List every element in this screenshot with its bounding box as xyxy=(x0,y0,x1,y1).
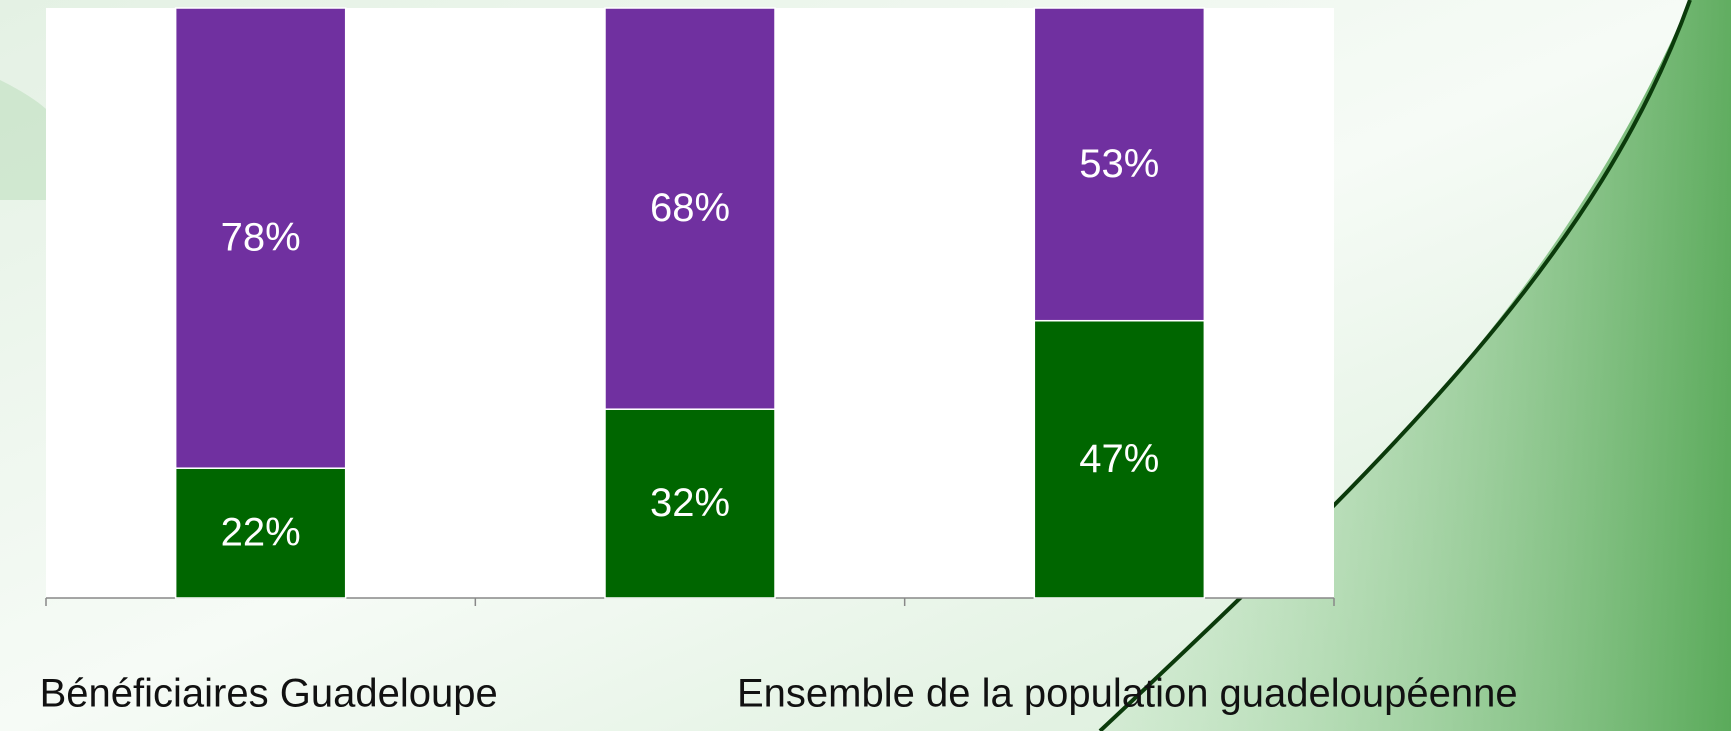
x-tick-label: Ensemble de la population guadeloupéenne xyxy=(737,672,1518,716)
chart: 22% 78% Bénéficiaires Guadeloupe 32% 68% 47% 5… xyxy=(0,0,1731,731)
data-label: 47% xyxy=(1079,437,1159,481)
data-label: 53% xyxy=(1079,142,1159,186)
page: 22% 78% Bénéficiaires Guadeloupe 32% 68% 47% 5… xyxy=(0,0,1731,731)
data-label: 32% xyxy=(650,481,730,525)
data-label: 78% xyxy=(221,216,301,260)
data-label: 68% xyxy=(650,186,730,230)
x-tick-label: Bénéficiaires Guadeloupe xyxy=(40,672,498,716)
data-label: 22% xyxy=(221,511,301,555)
